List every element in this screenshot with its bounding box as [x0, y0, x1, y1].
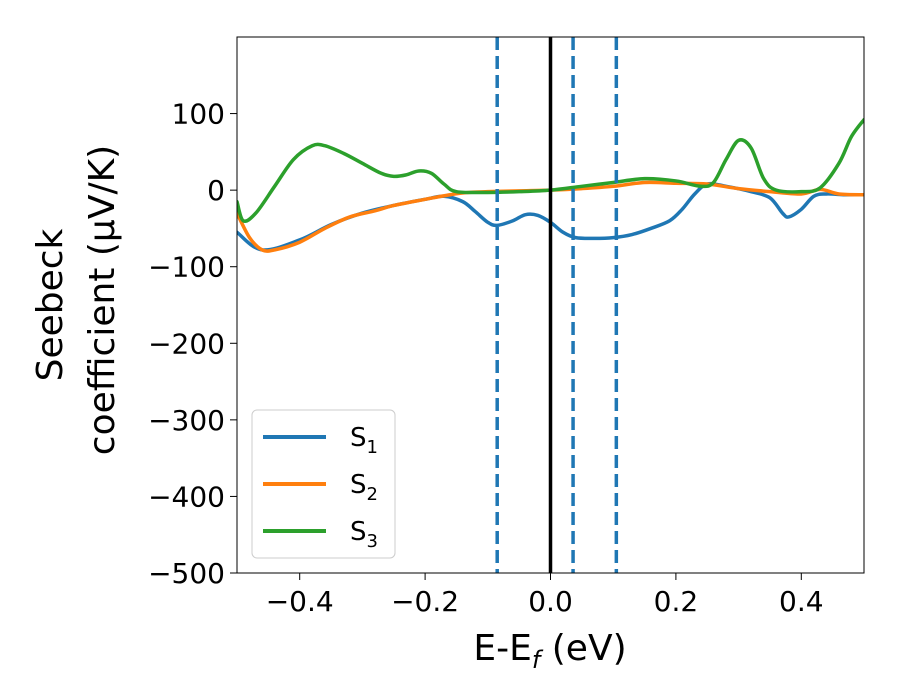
y-tick-label: −200: [148, 327, 225, 360]
x-tick-label: 0.4: [779, 585, 824, 618]
x-tick-label: −0.4: [266, 585, 334, 618]
legend: S1 S2 S3: [251, 409, 396, 559]
y-tick-label: −100: [148, 251, 225, 284]
y-tick-label: −400: [148, 480, 225, 513]
y-axis-label-line2: coefficient (μV/K): [82, 145, 123, 455]
y-axis-label-line1: Seebeck: [30, 228, 71, 381]
x-axis-label: E-Ef (eV): [473, 628, 626, 674]
series-line-s3: [237, 117, 864, 223]
legend-label-s3: S3: [350, 517, 378, 552]
x-axis-label-main: E-E: [473, 628, 531, 669]
legend-label-s2: S2: [350, 470, 378, 505]
x-axis-label-suffix: (eV): [540, 628, 626, 669]
x-tick-label: 0.0: [528, 585, 573, 618]
y-tick-label: −500: [148, 557, 225, 590]
y-tick-label: −300: [148, 404, 225, 437]
plot-lines-layer: [237, 37, 864, 573]
axis-ticks-layer: −0.4 −0.2 0.0 0.2 0.4 100 0 −100 −200 −300 −400 −50…: [148, 98, 823, 618]
y-tick-label: 0: [207, 174, 225, 207]
legend-label-s1: S1: [350, 423, 378, 458]
y-tick-label: 100: [172, 98, 225, 131]
x-tick-label: 0.2: [654, 585, 699, 618]
x-tick-label: −0.2: [391, 585, 459, 618]
